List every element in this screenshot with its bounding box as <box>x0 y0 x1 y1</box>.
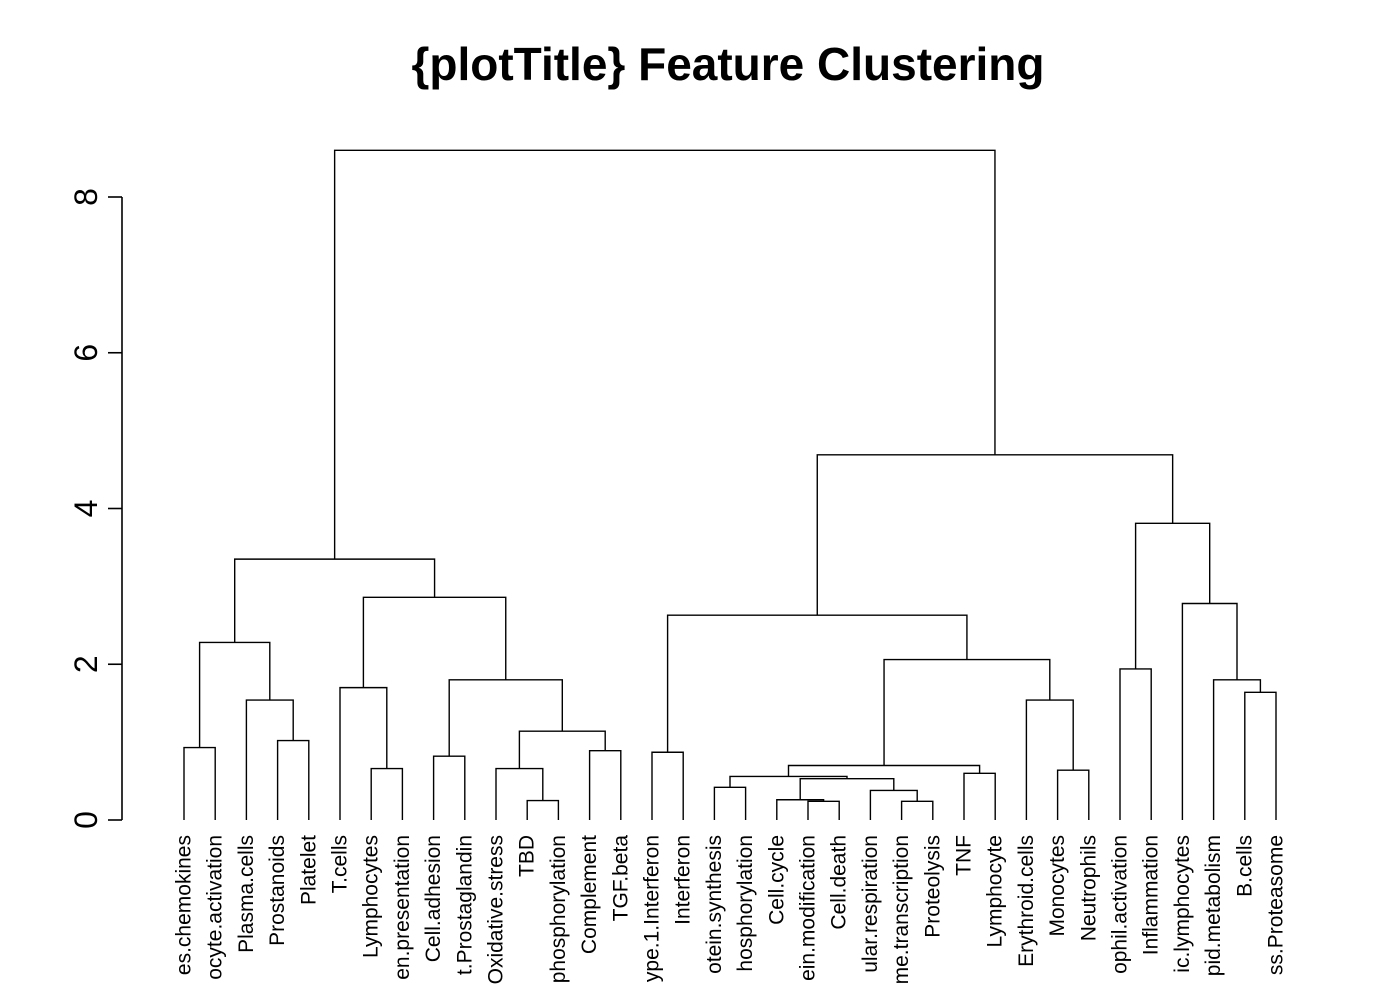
y-axis: 0 2 4 6 8 <box>68 188 123 829</box>
leaf-label: TNF <box>953 835 976 876</box>
dendrogram-link <box>432 755 466 820</box>
dendrogram-link <box>1244 691 1277 820</box>
leaf-label: Inflammation <box>1140 835 1163 955</box>
y-tick-label: 8 <box>68 188 104 206</box>
dendrogram-link <box>729 775 848 788</box>
dendrogram-link <box>234 558 436 643</box>
dendrogram-link <box>651 751 684 820</box>
dendrogram-link <box>518 730 606 769</box>
leaf-label: Lymphocyte <box>984 835 1007 947</box>
dendrogram-link <box>448 679 563 757</box>
dendrogram-link <box>198 641 271 748</box>
dendrogram-link <box>1212 679 1262 820</box>
dendrogram-link <box>1134 522 1211 669</box>
leaf-label: en.presentation <box>391 835 414 980</box>
leaf-label: es.chemokines <box>173 835 196 975</box>
leaf-label: ein.modification <box>797 835 820 981</box>
leaf-label: Lymphocytes <box>360 835 383 958</box>
y-tick-label: 2 <box>68 655 104 673</box>
dendrogram-link <box>1025 699 1074 820</box>
leaf-label: B.cells <box>1233 835 1256 897</box>
leaf-label: Proteolysis <box>921 835 944 938</box>
leaf-label: phosphorylation <box>547 835 570 983</box>
dendrogram-links <box>183 149 1277 820</box>
dendrogram-link <box>816 454 1174 616</box>
leaf-label: Cell.adhesion <box>422 835 445 962</box>
dendrogram-link <box>362 596 507 688</box>
dendrogram-link <box>776 799 825 820</box>
y-tick-label: 0 <box>68 811 104 829</box>
leaf-label: Platelet <box>297 835 320 905</box>
dendrogram-link <box>787 764 981 777</box>
dendrogram-link <box>666 614 968 753</box>
leaf-label: Complement <box>578 835 601 954</box>
dendrogram-link <box>799 778 895 800</box>
leaf-label: Neutrophils <box>1077 835 1100 941</box>
dendrogram-link <box>869 789 918 820</box>
leaf-label: Prostanoids <box>266 835 289 946</box>
y-tick-label: 6 <box>68 344 104 362</box>
dendrogram-link <box>713 786 747 820</box>
dendrogram-link <box>245 699 294 820</box>
dendrogram-link <box>588 749 622 820</box>
leaf-label: pid.metabolism <box>1202 835 1225 976</box>
leaf-label: hosphorylation <box>734 835 757 972</box>
leaf-label: Oxidative.stress <box>485 835 508 984</box>
y-tick-label: 4 <box>68 500 104 518</box>
leaf-label: T.cells <box>329 835 352 893</box>
leaf-label: me.transcription <box>890 835 913 984</box>
dendrogram-link <box>807 800 840 820</box>
leaf-label: Monocytes <box>1046 835 1069 937</box>
dendrogram-link <box>1056 769 1090 820</box>
leaf-label: ular.respiration <box>859 835 882 973</box>
leaf-labels: es.chemokines ocyte.activation Plasma.cell… <box>173 835 1288 985</box>
dendrogram-link <box>963 772 996 820</box>
leaf-label: Erythroid.cells <box>1015 835 1038 967</box>
leaf-label: ic.lymphocytes <box>1171 835 1194 973</box>
dendrogram-link <box>276 739 310 820</box>
dendrogram-link <box>339 686 388 820</box>
dendrogram-link <box>900 800 934 820</box>
leaf-label: otein.synthesis <box>703 835 726 974</box>
dendrogram-link <box>1119 668 1152 820</box>
leaf-label: Plasma.cells <box>235 835 258 953</box>
leaf-label: Interferon <box>672 835 695 925</box>
dendrogram-link <box>495 767 544 820</box>
leaf-label: ss.Proteasome <box>1265 835 1288 975</box>
leaf-label: TGF.beta <box>609 835 632 922</box>
leaf-label: TBD <box>516 835 539 877</box>
dendrogram-link <box>883 658 1051 766</box>
dendrogram-link <box>333 149 996 560</box>
chart-title: {plotTitle} Feature Clustering <box>411 38 1044 90</box>
leaf-label: ophil.activation <box>1109 835 1132 974</box>
leaf-label: ype.1.Interferon <box>641 835 664 982</box>
leaf-label: ocyte.activation <box>204 835 227 980</box>
leaf-label: Cell.death <box>828 835 851 930</box>
leaf-label: Cell.cycle <box>765 835 788 925</box>
dendrogram-link <box>526 799 560 820</box>
dendrogram-link <box>183 746 216 820</box>
leaf-label: t.Prostaglandin <box>453 835 476 975</box>
dendrogram-link <box>1181 602 1238 820</box>
dendrogram-link <box>370 767 404 820</box>
